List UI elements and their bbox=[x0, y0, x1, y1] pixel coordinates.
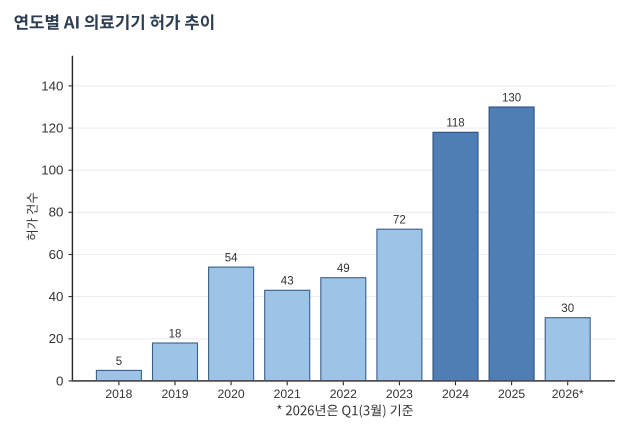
svg-text:80: 80 bbox=[49, 205, 64, 220]
svg-text:40: 40 bbox=[49, 289, 64, 304]
svg-text:72: 72 bbox=[393, 215, 406, 227]
svg-text:20: 20 bbox=[49, 331, 64, 346]
svg-text:118: 118 bbox=[446, 118, 464, 130]
svg-text:30: 30 bbox=[561, 303, 574, 315]
svg-text:2018: 2018 bbox=[105, 387, 132, 401]
svg-text:18: 18 bbox=[169, 328, 182, 340]
svg-text:0: 0 bbox=[56, 373, 63, 388]
svg-text:2021: 2021 bbox=[274, 387, 301, 401]
svg-text:2019: 2019 bbox=[161, 387, 188, 401]
svg-text:130: 130 bbox=[502, 92, 521, 104]
svg-text:140: 140 bbox=[41, 78, 63, 93]
svg-text:54: 54 bbox=[225, 253, 238, 265]
svg-text:2026*: 2026* bbox=[552, 387, 584, 401]
svg-text:43: 43 bbox=[281, 276, 294, 288]
svg-text:2023: 2023 bbox=[386, 387, 413, 401]
svg-text:100: 100 bbox=[41, 163, 63, 178]
svg-text:60: 60 bbox=[49, 247, 64, 262]
svg-text:120: 120 bbox=[41, 121, 63, 136]
svg-text:5: 5 bbox=[116, 356, 122, 368]
svg-text:2025: 2025 bbox=[498, 387, 525, 401]
svg-text:2022: 2022 bbox=[330, 387, 357, 401]
svg-text:49: 49 bbox=[337, 263, 350, 275]
svg-text:2020: 2020 bbox=[218, 387, 245, 401]
svg-text:2024: 2024 bbox=[442, 387, 469, 401]
